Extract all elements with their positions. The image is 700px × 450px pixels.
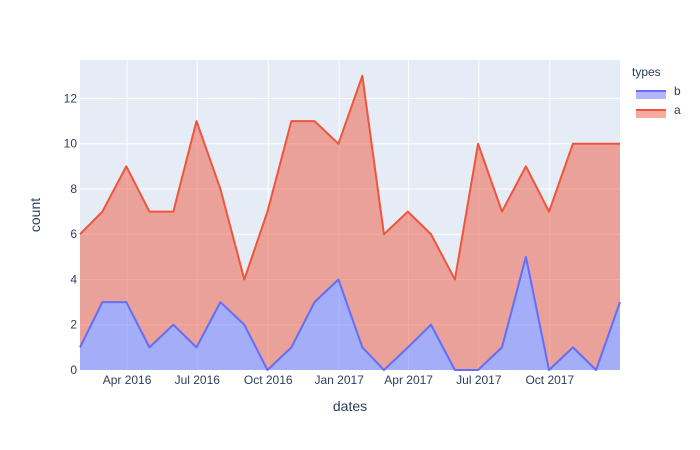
y-tick-label: 10: [64, 137, 78, 151]
x-tick-label: Apr 2016: [103, 373, 152, 387]
x-tick-label: Apr 2017: [384, 373, 433, 387]
area-series: [79, 74, 621, 371]
series-a-line: [79, 74, 620, 281]
legend-label-a: a: [674, 103, 681, 117]
x-tick-label: Jan 2017: [315, 373, 365, 387]
x-tick-label: Oct 2017: [525, 373, 574, 387]
legend: types ba: [632, 65, 681, 118]
y-tick-label: 4: [70, 272, 77, 286]
area-a-fill: [80, 75, 620, 370]
x-tick-label: Jul 2017: [456, 373, 502, 387]
legend-swatch-fill: [636, 91, 666, 99]
y-tick-label: 12: [64, 91, 78, 105]
y-tick-label: 2: [70, 318, 77, 332]
y-axis-title: count: [27, 198, 43, 232]
x-axis-title: dates: [333, 398, 367, 414]
legend-swatch-fill: [636, 110, 666, 118]
legend-title: types: [632, 65, 661, 79]
y-tick-labels: 0 2 4 6 8 10 12: [64, 91, 78, 377]
y-tick-label: 8: [70, 182, 77, 196]
x-tick-labels: Apr 2016 Jul 2016 Oct 2016 Jan 2017 Apr 2017…: [103, 373, 575, 387]
legend-label-b: b: [674, 84, 681, 98]
series-b-line: [79, 255, 621, 371]
x-tick-label: Oct 2016: [244, 373, 293, 387]
y-tick-label: 6: [70, 227, 77, 241]
x-tick-label: Jul 2016: [175, 373, 221, 387]
y-tick-label: 0: [70, 363, 77, 377]
